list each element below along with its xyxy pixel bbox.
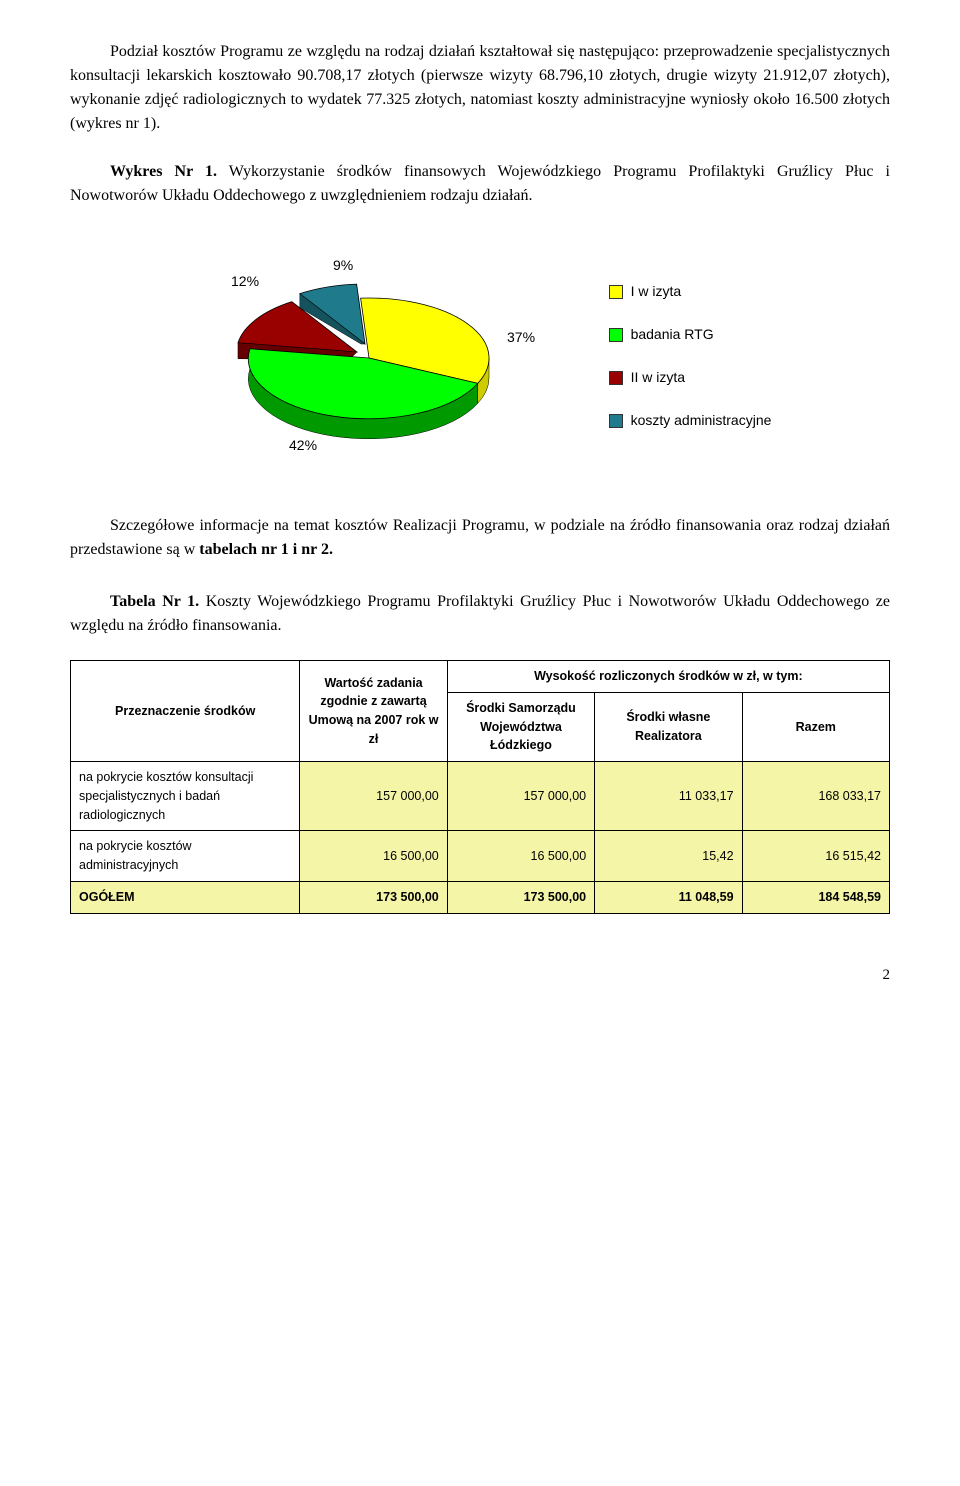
table-header-row: Przeznaczenie środków Wartość zadania zg… bbox=[71, 661, 890, 693]
legend-item: badania RTG bbox=[609, 324, 772, 345]
legend-item: koszty administracyjne bbox=[609, 410, 772, 431]
body-paragraph-2: Szczegółowe informacje na temat kosztów … bbox=[70, 514, 890, 562]
legend-swatch-icon bbox=[609, 328, 623, 342]
table-row: na pokrycie kosztów administracyjnych 16… bbox=[71, 831, 890, 882]
table-row: na pokrycie kosztów konsultacji specjali… bbox=[71, 762, 890, 831]
row-label: OGÓŁEM bbox=[71, 881, 300, 913]
costs-table: Przeznaczenie środków Wartość zadania zg… bbox=[70, 660, 890, 914]
col-header: Wartość zadania zgodnie z zawartą Umową … bbox=[300, 661, 447, 762]
figure-label: Wykres Nr 1. bbox=[110, 163, 217, 180]
figure-caption: Wykres Nr 1. Wykorzystanie środków finan… bbox=[70, 160, 890, 208]
legend-item: I w izyta bbox=[609, 281, 772, 302]
cell: 157 000,00 bbox=[447, 762, 594, 831]
cell: 15,42 bbox=[595, 831, 742, 882]
row-label: na pokrycie kosztów konsultacji specjali… bbox=[71, 762, 300, 831]
paragraph-text: Szczegółowe informacje na temat kosztów … bbox=[70, 517, 890, 558]
legend-swatch-icon bbox=[609, 371, 623, 385]
col-header: Środki Samorządu Województwa Łódzkiego bbox=[447, 692, 594, 761]
pie-label-37: 37% bbox=[507, 329, 535, 345]
cell: 184 548,59 bbox=[742, 881, 889, 913]
legend-label: II w izyta bbox=[631, 367, 685, 388]
legend-swatch-icon bbox=[609, 285, 623, 299]
cell: 16 500,00 bbox=[447, 831, 594, 882]
pie-label-42: 42% bbox=[289, 437, 317, 453]
pie-chart-block: 12% 9% 37% 42% I w izyta badania RTG II … bbox=[70, 248, 890, 464]
cell: 157 000,00 bbox=[300, 762, 447, 831]
col-header: Razem bbox=[742, 692, 889, 761]
body-paragraph-1: Podział kosztów Programu ze względu na r… bbox=[70, 40, 890, 136]
page-number: 2 bbox=[70, 964, 890, 987]
table-label: Tabela Nr 1. bbox=[110, 593, 199, 610]
pie-label-12: 12% bbox=[231, 273, 259, 289]
cell: 16 500,00 bbox=[300, 831, 447, 882]
chart-legend: I w izyta badania RTG II w izyta koszty … bbox=[609, 281, 772, 431]
pie-chart-svg: 12% 9% 37% 42% bbox=[189, 248, 549, 458]
legend-label: koszty administracyjne bbox=[631, 410, 772, 431]
pie-label-9: 9% bbox=[333, 257, 353, 273]
cell: 16 515,42 bbox=[742, 831, 889, 882]
cell: 11 033,17 bbox=[595, 762, 742, 831]
col-header: Przeznaczenie środków bbox=[71, 661, 300, 762]
legend-swatch-icon bbox=[609, 414, 623, 428]
paragraph-bold-ref: tabelach nr 1 i nr 2. bbox=[199, 541, 333, 558]
legend-item: II w izyta bbox=[609, 367, 772, 388]
cell: 173 500,00 bbox=[447, 881, 594, 913]
cell: 168 033,17 bbox=[742, 762, 889, 831]
cell: 11 048,59 bbox=[595, 881, 742, 913]
col-header: Środki własne Realizatora bbox=[595, 692, 742, 761]
pie-chart: 12% 9% 37% 42% bbox=[189, 248, 549, 464]
table-caption: Tabela Nr 1. Koszty Wojewódzkiego Progra… bbox=[70, 590, 890, 638]
cell: 173 500,00 bbox=[300, 881, 447, 913]
legend-label: badania RTG bbox=[631, 324, 714, 345]
col-header-group: Wysokość rozliczonych środków w zł, w ty… bbox=[447, 661, 889, 693]
legend-label: I w izyta bbox=[631, 281, 682, 302]
table-total-row: OGÓŁEM 173 500,00 173 500,00 11 048,59 1… bbox=[71, 881, 890, 913]
row-label: na pokrycie kosztów administracyjnych bbox=[71, 831, 300, 882]
